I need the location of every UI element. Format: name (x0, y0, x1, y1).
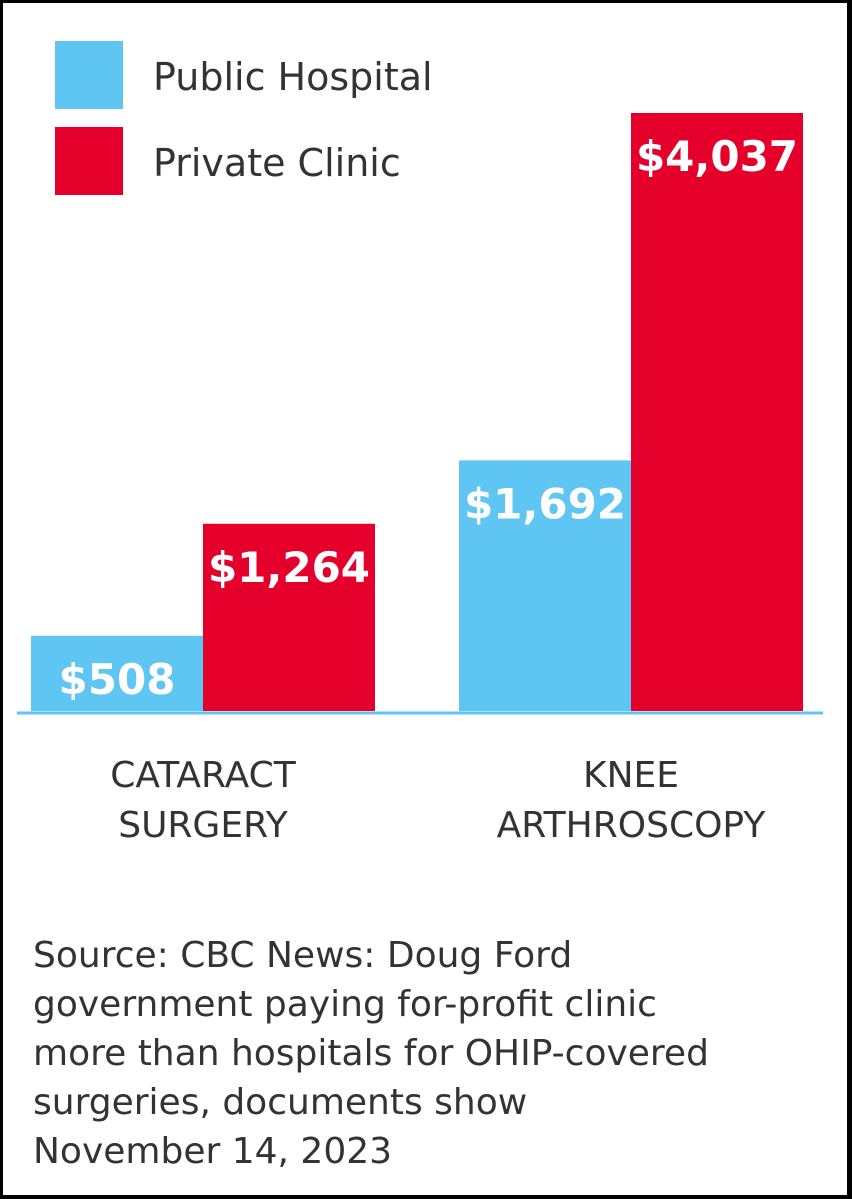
category-label-line: ARTHROSCOPY (496, 805, 766, 846)
category-label-line: SURGERY (118, 805, 288, 846)
source-line: more than hospitals for OHIP-covered (33, 1033, 709, 1074)
category-label-line: CATARACT (110, 755, 296, 796)
category-label-line: KNEE (582, 755, 680, 796)
legend-label-private-clinic: Private Clinic (153, 141, 401, 185)
chart-panel: Public Hospital Private Clinic $508 $1,26… (3, 3, 847, 1195)
source-line: government paying for-profit clinic (33, 984, 657, 1025)
legend-swatch-private-clinic (55, 127, 123, 195)
bar-chart: $508 $1,264 $1,692 $4,037 (17, 113, 823, 715)
source-line: Source: CBC News: Doug Ford (33, 935, 573, 976)
data-label-private-clinic-knee-arthroscopy: $4,037 (636, 132, 798, 181)
category-label-cataract-surgery: CATARACT SURGERY (53, 751, 353, 851)
source-line: surgeries, documents show (33, 1082, 528, 1123)
category-label-knee-arthroscopy: KNEE ARTHROSCOPY (481, 751, 781, 851)
data-label-public-hospital-cataract-surgery: $508 (59, 655, 176, 704)
bar-public-hospital-knee-arthroscopy (459, 460, 631, 711)
legend-swatch-public-hospital (55, 41, 123, 109)
data-label-private-clinic-cataract-surgery: $1,264 (208, 543, 370, 592)
source-line: November 14, 2023 (33, 1131, 393, 1172)
bar-private-clinic-cataract-surgery (203, 523, 375, 711)
bar-private-clinic-knee-arthroscopy (631, 113, 803, 711)
data-label-public-hospital-knee-arthroscopy: $1,692 (464, 479, 626, 528)
source-note: Source: CBC News: Doug Ford government p… (33, 931, 833, 1176)
bar-public-hospital-cataract-surgery (31, 635, 203, 711)
legend-label-public-hospital: Public Hospital (153, 55, 433, 99)
